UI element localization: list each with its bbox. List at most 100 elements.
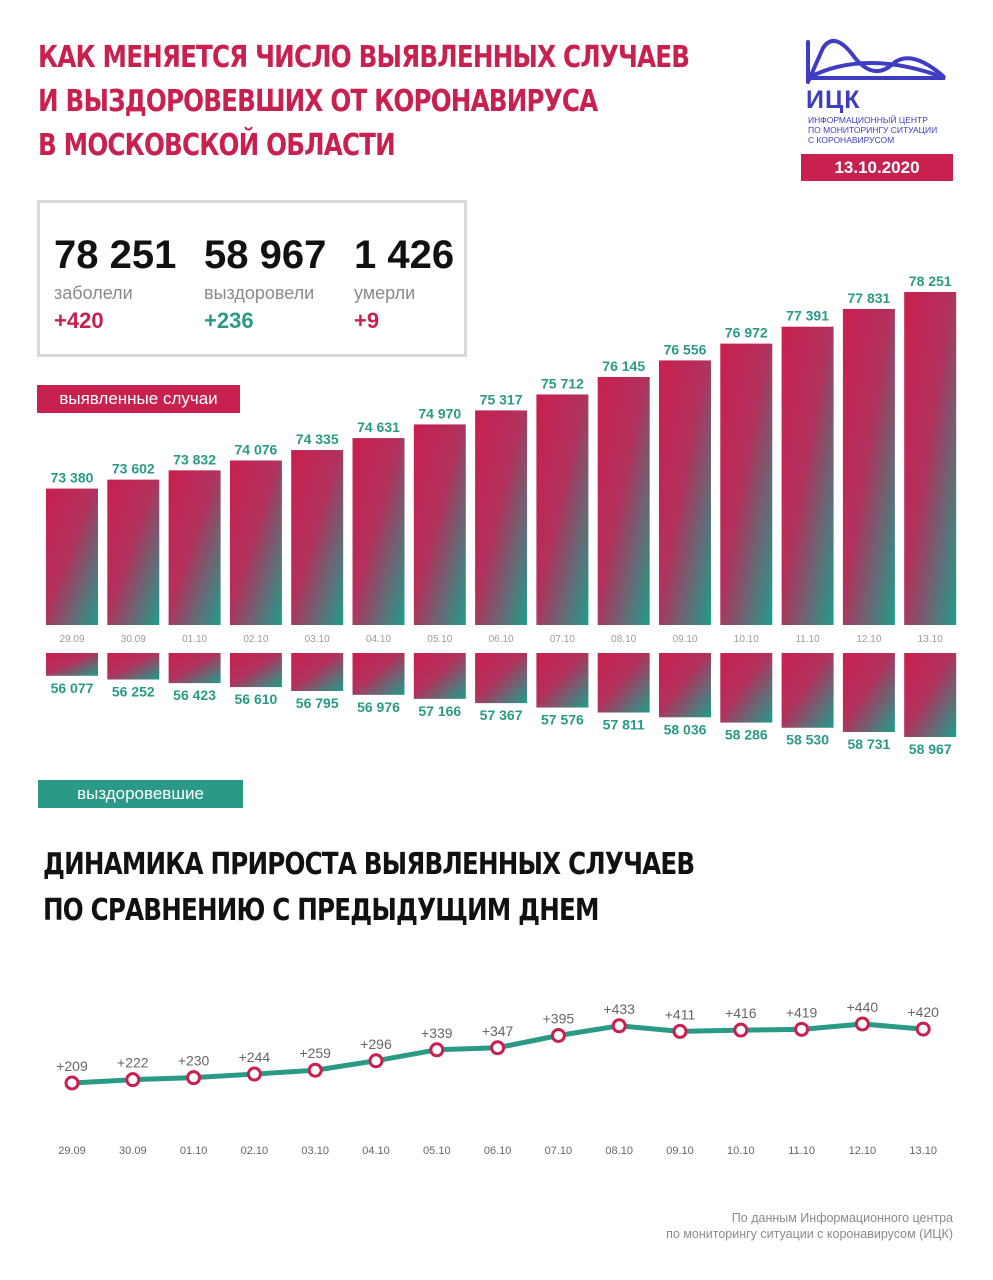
- case-bar-label: 76 972: [725, 325, 768, 341]
- stat-delta: +420: [54, 308, 104, 333]
- increment-label: +230: [178, 1053, 210, 1069]
- case-bar: [842, 308, 895, 625]
- increment-point: [125, 1072, 141, 1088]
- date-label: 07.10: [550, 634, 575, 645]
- increment-point: [307, 1062, 323, 1078]
- line-date-label: 09.10: [666, 1145, 694, 1157]
- increment-point: [611, 1018, 627, 1034]
- increment-label: +395: [543, 1010, 575, 1026]
- date-label: 08.10: [611, 634, 636, 645]
- logo-desc-line: Информационный центр: [808, 115, 928, 125]
- recovered-bar: [781, 653, 834, 728]
- recovered-bar-label: 57 166: [418, 703, 461, 719]
- increment-label: +419: [786, 1004, 818, 1020]
- line-date-label: 12.10: [849, 1145, 877, 1157]
- stat-recovered: 58 967 выздоровели +236: [204, 233, 326, 334]
- recovered-bar-label: 58 036: [664, 721, 707, 737]
- recovered-bar-label: 56 976: [357, 699, 400, 715]
- footnote-line: По данным Информационного центра: [731, 1211, 953, 1225]
- date-badge: 13.10.2020: [801, 154, 953, 181]
- case-bar-label: 74 631: [357, 419, 400, 435]
- title-line: И ВЫЗДОРОВЕВШИХ ОТ КОРОНАВИРУСА: [38, 84, 598, 119]
- recovered-bar-label: 57 576: [541, 712, 584, 728]
- increment-label: +416: [725, 1005, 757, 1021]
- line-date-label: 07.10: [545, 1145, 573, 1157]
- logo-description: Информационный центр по мониторингу ситу…: [808, 115, 937, 145]
- case-bar-label: 77 831: [847, 290, 890, 306]
- increment-point: [915, 1021, 931, 1037]
- line-date-label: 01.10: [180, 1145, 208, 1157]
- increment-label: +433: [603, 1001, 635, 1017]
- recovered-bar: [842, 653, 895, 733]
- increment-point: [246, 1066, 262, 1082]
- stat-value: 1 426: [354, 233, 455, 277]
- line-date-label: 06.10: [484, 1145, 512, 1157]
- case-bar: [475, 410, 528, 625]
- line-date-label: 03.10: [301, 1145, 329, 1157]
- case-bar-label: 78 251: [909, 273, 952, 289]
- date-label: 29.09: [59, 634, 84, 645]
- case-bar-label: 75 712: [541, 375, 584, 391]
- date-label: 02.10: [243, 634, 268, 645]
- cases-label: выявленные случаи: [37, 385, 240, 413]
- recovered-bar-label: 56 077: [51, 680, 94, 696]
- stat-label: выздоровели: [204, 283, 315, 303]
- case-bar-label: 76 145: [602, 358, 645, 374]
- increment-label: +347: [482, 1023, 514, 1039]
- date-label: 30.09: [121, 634, 146, 645]
- case-bar-label: 73 832: [173, 451, 216, 467]
- increment-point: [672, 1023, 688, 1039]
- recovered-bar: [229, 653, 282, 688]
- line-date-label: 04.10: [362, 1145, 390, 1157]
- increment-point: [490, 1040, 506, 1056]
- recovered-bar-label: 58 967: [909, 741, 952, 757]
- increment-point: [429, 1042, 445, 1058]
- case-bar-label: 73 380: [51, 470, 94, 486]
- stat-label: заболели: [54, 283, 133, 303]
- footnote: По данным Информационного центра по мони…: [666, 1210, 953, 1242]
- page-title: КАК МЕНЯЕТСЯ ЧИСЛО ВЫЯВЛЕННЫХ СЛУЧАЕВ И …: [38, 36, 690, 168]
- date-label: 11.10: [795, 634, 820, 645]
- line-date-label: 08.10: [605, 1145, 633, 1157]
- logo-icon: [806, 38, 946, 84]
- recovered-bar: [475, 653, 528, 704]
- line-date-label: 05.10: [423, 1145, 451, 1157]
- increment-point: [186, 1070, 202, 1086]
- line-date-label: 02.10: [241, 1145, 269, 1157]
- stat-delta: +236: [204, 308, 254, 333]
- recovered-bar: [536, 653, 589, 708]
- stats-box: 78 251 заболели +420 58 967 выздоровели …: [37, 200, 467, 357]
- case-bar: [291, 450, 344, 625]
- case-bar: [413, 424, 466, 625]
- case-bar: [168, 470, 221, 625]
- increment-label: +440: [847, 999, 879, 1015]
- increment-label: +244: [239, 1049, 271, 1065]
- recovered-bar: [904, 653, 957, 737]
- stat-value: 78 251: [54, 233, 177, 277]
- line-date-label: 10.10: [727, 1145, 755, 1157]
- date-label: 12.10: [856, 634, 881, 645]
- case-bar: [352, 438, 405, 625]
- increment-point: [550, 1027, 566, 1043]
- case-bar-label: 74 335: [296, 431, 339, 447]
- increment-label: +209: [56, 1058, 88, 1074]
- case-bar: [904, 292, 957, 625]
- increment-label: +339: [421, 1025, 453, 1041]
- recovered-bar-label: 56 423: [173, 687, 216, 703]
- increment-label: +296: [360, 1036, 392, 1052]
- case-bar: [46, 488, 98, 625]
- case-bar-label: 77 391: [786, 308, 829, 324]
- date-label: 03.10: [305, 634, 330, 645]
- stat-label: умерли: [354, 283, 416, 303]
- logo-desc-line: с коронавирусом: [808, 135, 895, 145]
- case-bar-label: 75 317: [480, 391, 523, 407]
- recovered-bar-label: 56 795: [296, 695, 339, 711]
- line-chart-title-line: ПО СРАВНЕНИЮ С ПРЕДЫДУЩИМ ДНЕМ: [43, 893, 600, 928]
- line-date-label: 30.09: [119, 1145, 147, 1157]
- increment-label: +411: [665, 1006, 696, 1022]
- case-bar: [720, 343, 773, 625]
- title-line: КАК МЕНЯЕТСЯ ЧИСЛО ВЫЯВЛЕННЫХ СЛУЧАЕВ: [38, 40, 690, 75]
- footnote-line: по мониторингу ситуации с коронавирусом …: [666, 1227, 953, 1241]
- recovered-bar: [46, 653, 98, 676]
- case-bar: [107, 479, 160, 625]
